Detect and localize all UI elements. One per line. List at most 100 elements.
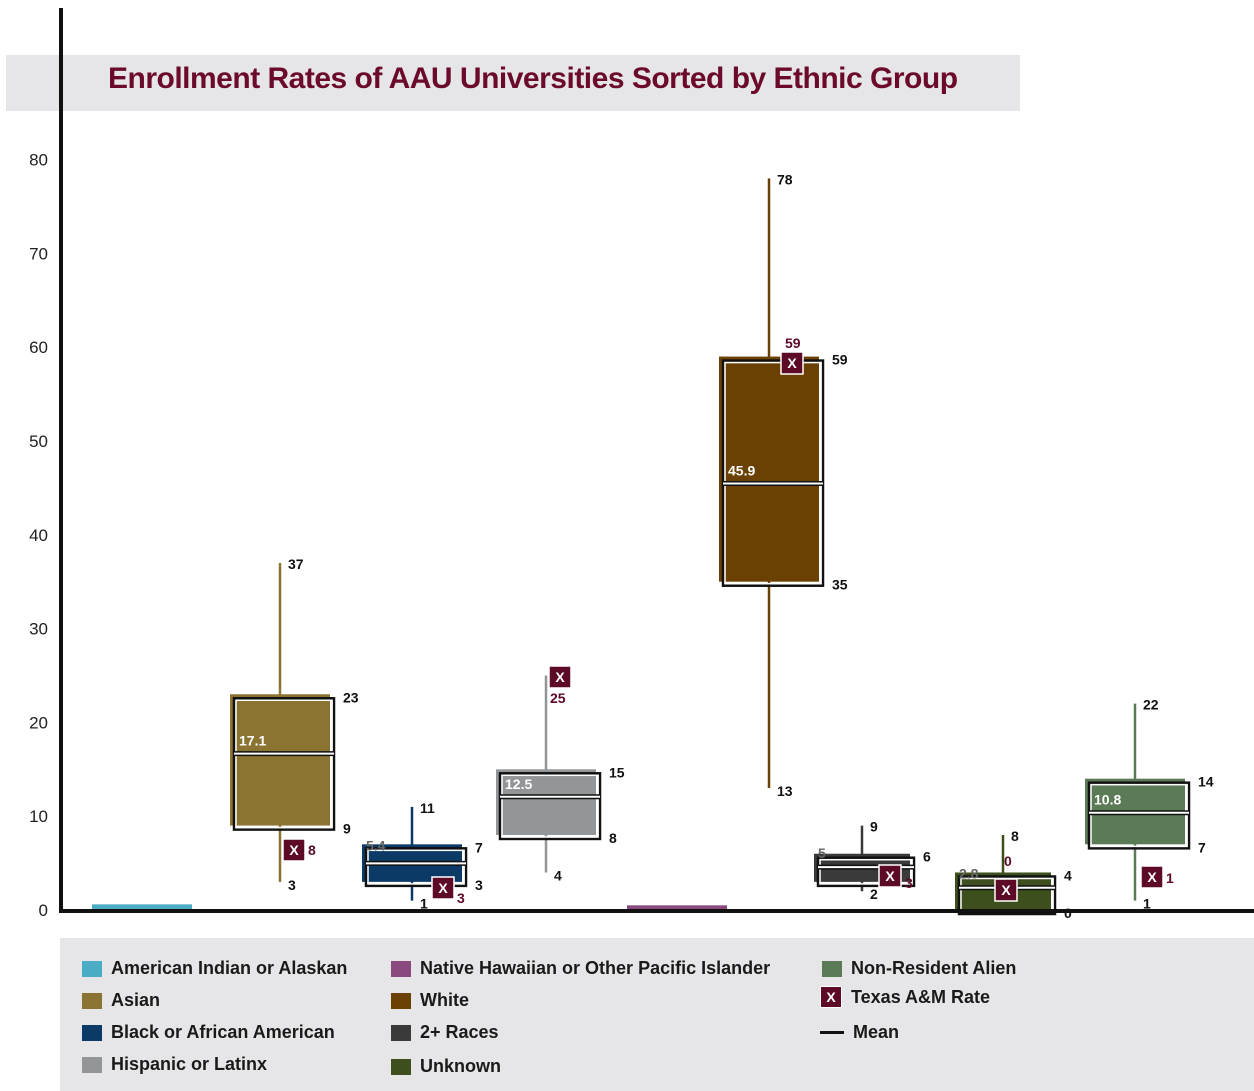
legend: American Indian or Alaskan Asian Black o… <box>60 938 1254 1091</box>
label-min-hispanic: 4 <box>554 867 562 883</box>
label-min-two-plus: 2 <box>870 886 878 902</box>
tamu-marker-unknown-box <box>994 878 1018 902</box>
label-max-asian: 37 <box>288 556 304 572</box>
label-q3-black: 7 <box>475 839 483 855</box>
label-tamu-white: 59 <box>785 335 801 351</box>
legend-item-hispanic: Hispanic or Latinx <box>82 1054 267 1075</box>
legend-item-white: White <box>391 990 469 1011</box>
label-max-black: 11 <box>420 800 435 816</box>
y-tick-label-10: 10 <box>29 807 48 826</box>
legend-item-mean: Mean <box>820 1022 899 1043</box>
label-tamu-asian: 8 <box>308 842 316 858</box>
box-outline-hispanic <box>498 772 602 841</box>
legend-label-unknown: Unknown <box>420 1056 501 1076</box>
label-min-asian: 3 <box>288 877 296 893</box>
legend-item-black: Black or African American <box>82 1022 335 1043</box>
box-fill-white <box>719 356 819 582</box>
y-tick-label-80: 80 <box>29 151 48 170</box>
y-tick-label-0: 0 <box>39 901 48 920</box>
label-mean-unknown: 2.8 <box>959 866 979 882</box>
label-tamu-unknown: 0 <box>1004 853 1012 869</box>
bar-american-indian <box>92 904 192 910</box>
legend-swatch-unknown <box>391 1058 411 1075</box>
label-q1-nra: 7 <box>1198 839 1206 855</box>
label-mean-two-plus: 5 <box>818 845 826 861</box>
tamu-marker-hispanic-box <box>548 665 572 689</box>
legend-swatch-native-hawaiian <box>391 960 411 977</box>
box-outline-two-plus <box>816 856 916 888</box>
label-max-two-plus: 9 <box>870 819 878 835</box>
legend-swatch-american-indian <box>82 960 102 977</box>
legend-swatch-hispanic <box>82 1056 102 1073</box>
label-q3-asian: 23 <box>343 689 359 705</box>
legend-item-native-hawaiian: Native Hawaiian or Other Pacific Islande… <box>391 958 770 979</box>
tamu-marker-two-plus-box <box>878 864 902 888</box>
label-q3-nra: 14 <box>1198 774 1214 790</box>
y-tick-label-60: 60 <box>29 338 48 357</box>
legend-swatch-two-plus <box>391 1024 411 1041</box>
legend-label-mean: Mean <box>853 1022 900 1042</box>
tamu-marker-hispanic-glyph: X <box>555 669 565 685</box>
label-q1-white: 35 <box>832 577 848 593</box>
legend-swatch-white <box>391 992 411 1009</box>
legend-item-american-indian: American Indian or Alaskan <box>82 958 347 979</box>
box-outline-nra <box>1087 781 1191 850</box>
legend-label-white: White <box>420 990 469 1010</box>
tamu-marker-black-glyph: X <box>438 880 448 896</box>
box-outline-white <box>721 359 825 587</box>
legend-label-two-plus: 2+ Races <box>420 1022 499 1042</box>
label-mean-asian: 17.1 <box>239 733 266 749</box>
legend-item-nra: Non-Resident Alien <box>822 958 1016 979</box>
label-max-white: 78 <box>777 171 793 187</box>
box-outline-asian <box>232 697 336 831</box>
chart-title: Enrollment Rates of AAU Universities Sor… <box>108 62 958 95</box>
label-mean-nra: 10.8 <box>1094 792 1121 808</box>
legend-label-nra: Non-Resident Alien <box>851 958 1017 978</box>
legend-label-asian: Asian <box>111 990 161 1010</box>
legend-item-asian: Asian <box>82 990 160 1011</box>
y-tick-label-40: 40 <box>29 526 48 545</box>
tamu-marker-white-box <box>780 351 804 375</box>
label-q1-asian: 9 <box>343 821 351 837</box>
label-q3-unknown: 4 <box>1064 867 1072 883</box>
box-plot-chart: 0102030405060708037239317.1117315.425158… <box>29 8 1254 921</box>
label-q3-white: 59 <box>832 352 848 368</box>
legend-item-unknown: Unknown <box>391 1056 501 1077</box>
legend-swatch-black <box>82 1024 102 1041</box>
label-min-nra: 1 <box>1143 896 1151 912</box>
label-tamu-nra: 1 <box>1166 870 1174 886</box>
box-inline-asian <box>235 699 333 829</box>
tamu-marker-asian-glyph: X <box>289 842 299 858</box>
legend-item-two-plus: 2+ Races <box>391 1022 499 1043</box>
tamu-marker-nra-glyph: X <box>1147 869 1157 885</box>
bar-native-hawaiian <box>627 905 727 910</box>
label-min-white: 13 <box>777 783 793 799</box>
title-band <box>6 55 1020 111</box>
tamu-marker-unknown-glyph: X <box>1001 882 1011 898</box>
label-mean-white: 45.9 <box>728 462 755 478</box>
tamu-marker-icon: X <box>820 986 842 1008</box>
box-outline-black <box>364 847 468 888</box>
y-tick-label-30: 30 <box>29 620 48 639</box>
label-max-nra: 22 <box>1143 697 1159 713</box>
label-mean-black: 5.4 <box>366 837 386 853</box>
y-tick-label-70: 70 <box>29 244 48 263</box>
legend-item-tamu: X Texas A&M Rate <box>820 986 990 1008</box>
box-inline-two-plus <box>819 858 913 885</box>
legend-swatch-asian <box>82 992 102 1009</box>
label-q1-hispanic: 8 <box>609 830 617 846</box>
legend-label-native-hawaiian: Native Hawaiian or Other Pacific Islande… <box>420 958 771 978</box>
tamu-marker-black-box <box>431 876 455 900</box>
label-q3-two-plus: 6 <box>923 849 931 865</box>
label-max-unknown: 8 <box>1011 828 1019 844</box>
legend-label-black: Black or African American <box>111 1022 335 1042</box>
y-tick-label-20: 20 <box>29 713 48 732</box>
mean-line-icon <box>820 1031 844 1034</box>
tamu-marker-two-plus-glyph: X <box>885 868 895 884</box>
label-tamu-two-plus: 3 <box>905 875 913 891</box>
legend-label-hispanic: Hispanic or Latinx <box>111 1054 268 1074</box>
box-inline-black <box>367 849 465 885</box>
tamu-marker-nra-box <box>1140 865 1164 889</box>
tamu-marker-asian-box <box>282 838 306 862</box>
box-inline-white <box>724 361 822 585</box>
